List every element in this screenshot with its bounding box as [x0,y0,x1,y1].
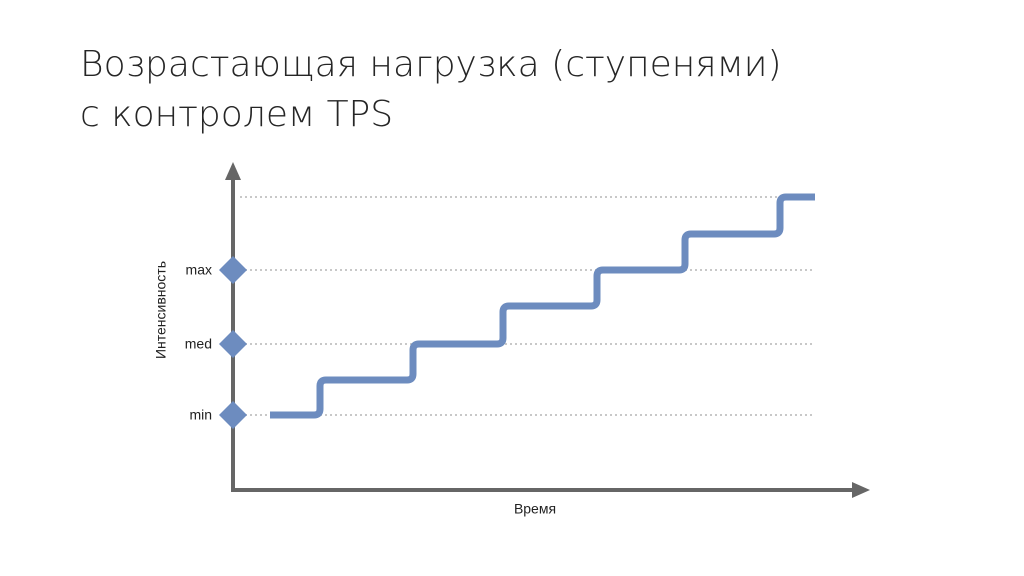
step-line [270,193,815,419]
y-axis-label: Интенсивность [153,261,169,359]
level-markers [219,256,247,429]
title-line: с контролем TPS [80,94,393,135]
grid [240,196,815,416]
diamond [219,256,247,284]
level-label: min [189,407,212,423]
title-line: Возрастающая нагрузка (ступенями) [80,44,782,85]
axes [225,162,870,498]
level-label: med [185,336,212,352]
x-arrow [852,482,870,498]
level-label: max [186,262,212,278]
diamond [219,330,247,358]
x-axis-label: Время [514,501,556,517]
y-arrow [225,162,241,180]
diamond [219,401,247,429]
